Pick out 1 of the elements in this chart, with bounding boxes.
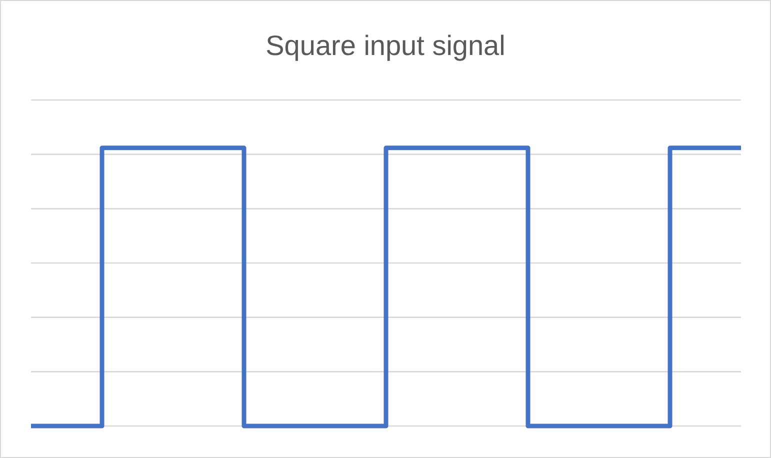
chart-title: Square input signal bbox=[266, 30, 506, 61]
